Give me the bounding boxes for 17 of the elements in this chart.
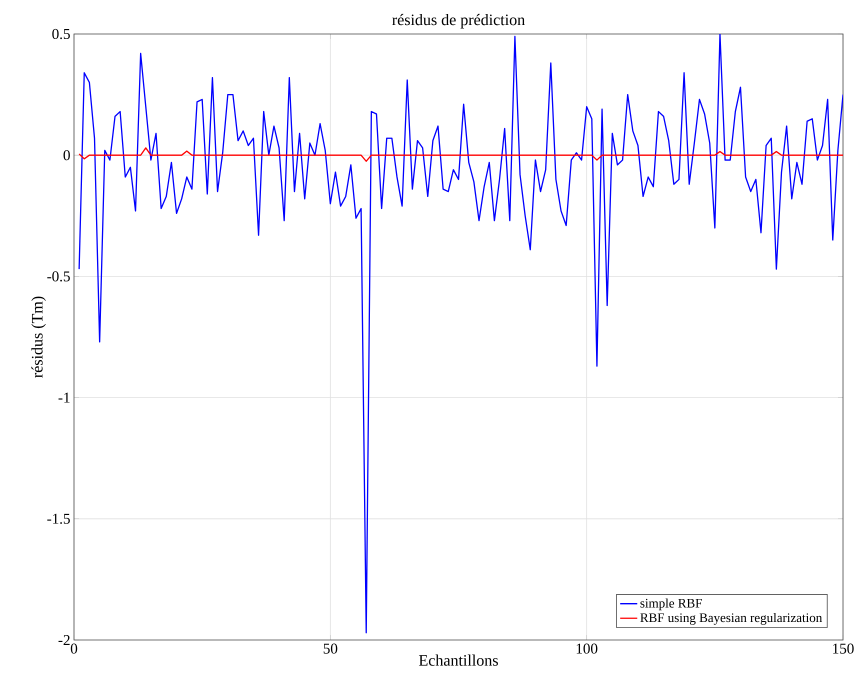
- line-series: [78, 147, 844, 162]
- x-tick-label: 0: [70, 644, 78, 654]
- y-tick-label: -0.5: [47, 271, 70, 282]
- x-tick-label: 100: [576, 644, 598, 654]
- line-series: [78, 34, 844, 634]
- x-tick-label: 50: [324, 644, 338, 654]
- y-tick-label: -1.5: [47, 514, 70, 524]
- y-tick-label: 0: [64, 150, 70, 160]
- y-tick-label: -2: [58, 635, 70, 645]
- chart-title: résidus de prédiction: [392, 14, 525, 28]
- legend-label: simple RBF: [640, 598, 702, 610]
- y-axis-title: résidus (Tm): [31, 296, 46, 378]
- y-tick-label: 0.5: [52, 28, 70, 40]
- y-tick-label: -1: [58, 392, 70, 403]
- legend-label: RBF using Bayesian regularization: [640, 612, 822, 625]
- x-axis-title: Echantillons: [418, 654, 498, 666]
- x-tick-label: 150: [833, 644, 854, 654]
